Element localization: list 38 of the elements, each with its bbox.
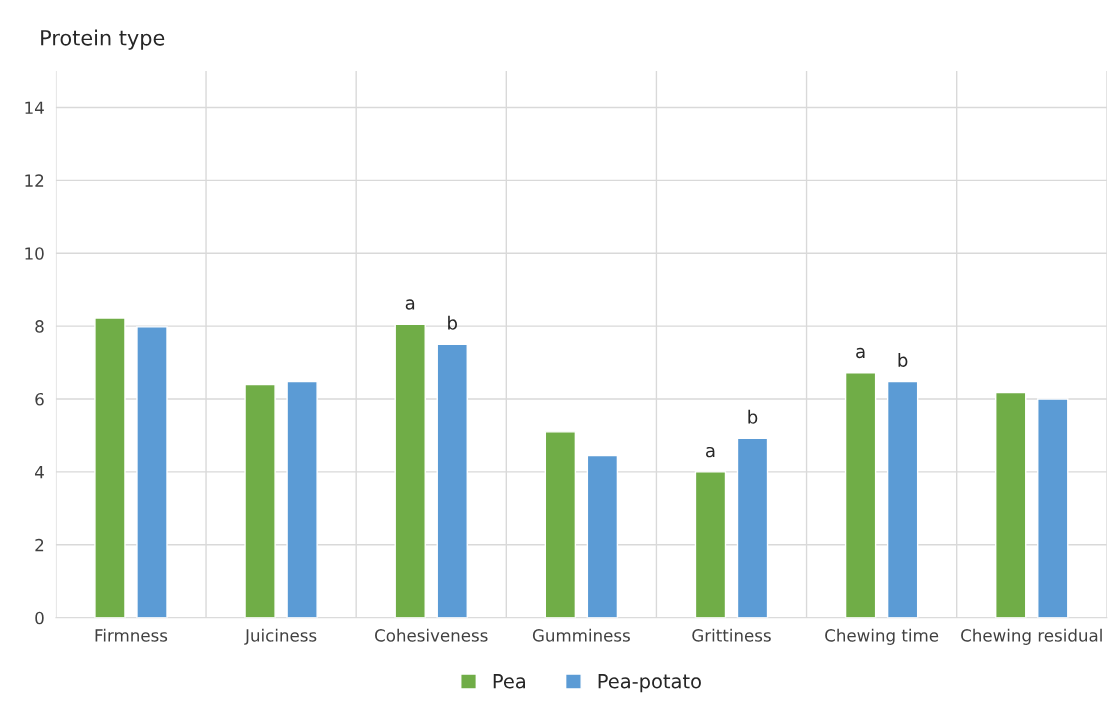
y-tick-label: 8 — [35, 320, 44, 333]
bar — [286, 380, 318, 618]
y-tick-label: 10 — [25, 247, 44, 260]
bar — [94, 317, 126, 618]
bar — [844, 372, 877, 618]
bar — [1037, 398, 1069, 618]
x-tick-label: Cohesiveness — [375, 628, 488, 642]
y-tick-label: 0 — [35, 611, 44, 625]
bar — [244, 383, 276, 618]
legend-label: Pea-potato — [598, 674, 701, 693]
bar — [995, 391, 1027, 618]
data-label: a — [856, 347, 865, 359]
bar — [886, 380, 919, 618]
y-tick-label: 14 — [25, 101, 44, 114]
chart-title: Protein type — [41, 29, 165, 50]
bar — [544, 431, 577, 618]
bar — [394, 323, 426, 618]
x-tick-label: Grittiness — [692, 628, 771, 642]
x-tick-label: Gumminess — [532, 628, 630, 642]
bar — [436, 343, 468, 618]
x-tick-label: Firmness — [95, 628, 168, 642]
y-tick-label: 4 — [35, 466, 44, 479]
bar — [736, 437, 769, 618]
bar — [586, 454, 619, 618]
data-label: a — [706, 446, 715, 458]
y-tick-label: 6 — [35, 392, 44, 406]
bar — [136, 326, 168, 618]
data-label: a — [405, 299, 415, 310]
legend-label: Pea — [493, 674, 525, 689]
x-tick-label: Chewing time — [825, 628, 939, 645]
y-tick-label: 2 — [35, 538, 44, 552]
y-tick-label: 12 — [25, 174, 44, 187]
data-label: b — [448, 315, 457, 330]
data-label: b — [748, 409, 758, 424]
bar — [694, 471, 727, 618]
data-label: b — [898, 352, 908, 367]
x-tick-label: Chewing residual — [961, 628, 1102, 645]
x-tick-label: Juiciness — [244, 628, 317, 645]
